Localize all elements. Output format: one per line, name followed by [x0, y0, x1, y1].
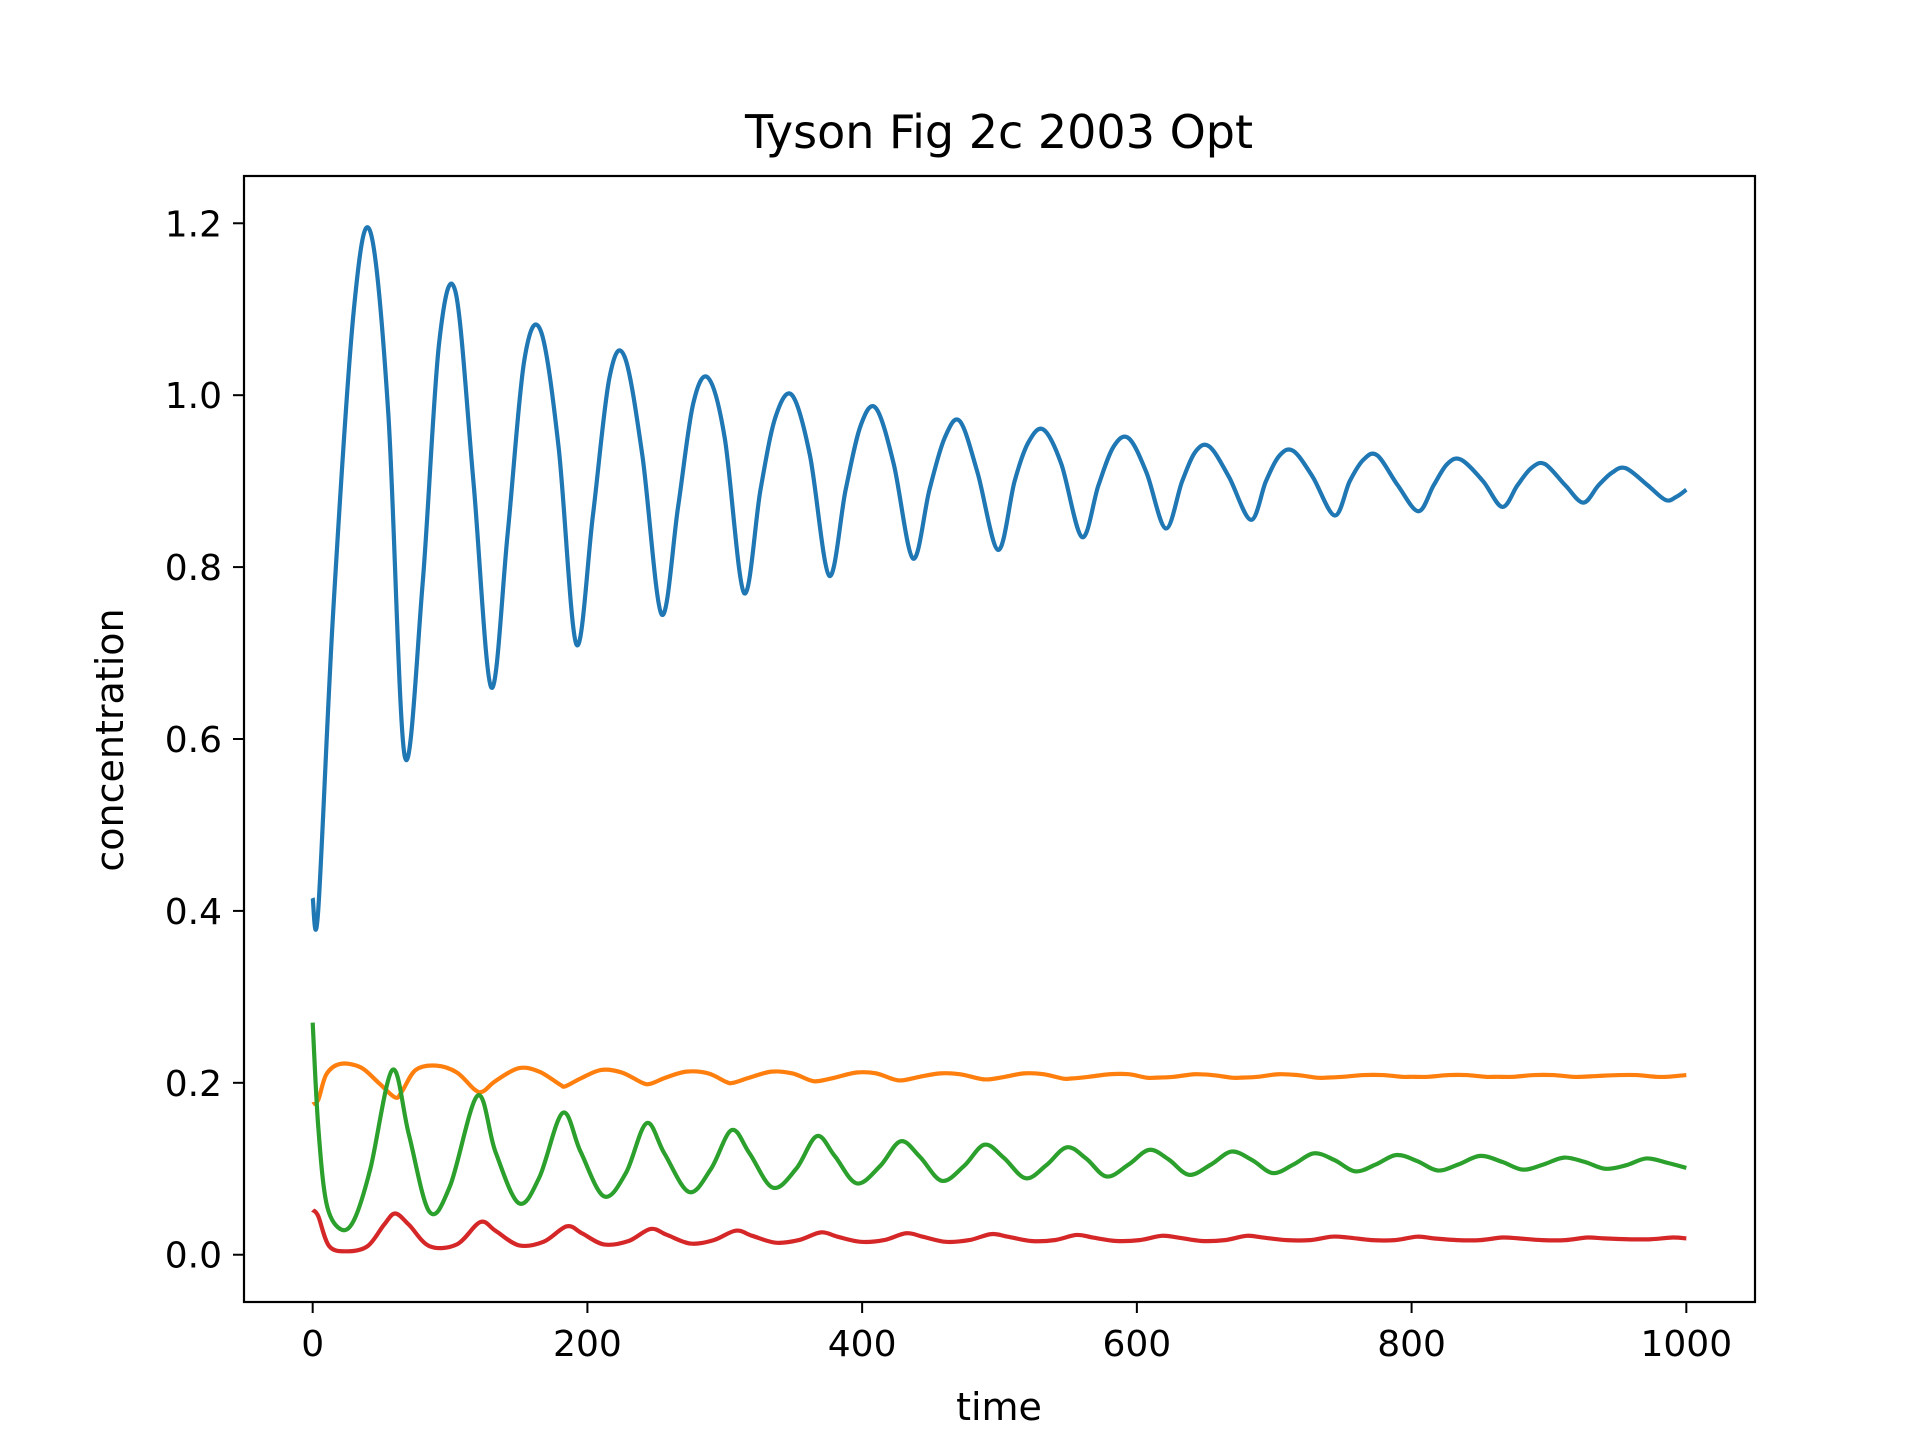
x-tick-label: 600 [1103, 1324, 1172, 1365]
x-tick-label: 400 [828, 1324, 897, 1365]
y-tick-label: 0.8 [165, 548, 222, 589]
series-line-2 [311, 1061, 1687, 1107]
x-tick-label: 800 [1377, 1324, 1446, 1365]
y-axis-ticks: 0.0 0.2 0.4 0.6 0.8 1.0 1.2 [165, 204, 244, 1277]
y-tick-label: 0.0 [165, 1236, 222, 1277]
series-line-4 [311, 1208, 1687, 1254]
y-axis-label: concentration [88, 608, 132, 871]
x-tick-label: 200 [553, 1324, 622, 1365]
x-tick-label: 1000 [1641, 1324, 1733, 1365]
y-tick-label: 1.2 [165, 204, 222, 245]
y-tick-label: 0.4 [165, 892, 222, 933]
x-axis-label: time [956, 1385, 1042, 1429]
y-tick-label: 0.2 [165, 1064, 222, 1105]
y-tick-label: 0.6 [165, 720, 222, 761]
x-tick-label: 0 [301, 1324, 324, 1365]
y-tick-label: 1.0 [165, 376, 222, 417]
series-line-3 [310, 1022, 1687, 1233]
x-axis-ticks: 0 200 400 600 800 1000 [301, 1302, 1732, 1365]
chart-title: Tyson Fig 2c 2003 Opt [744, 105, 1253, 159]
plot-lines [310, 225, 1688, 1254]
series-line-1 [310, 225, 1688, 932]
